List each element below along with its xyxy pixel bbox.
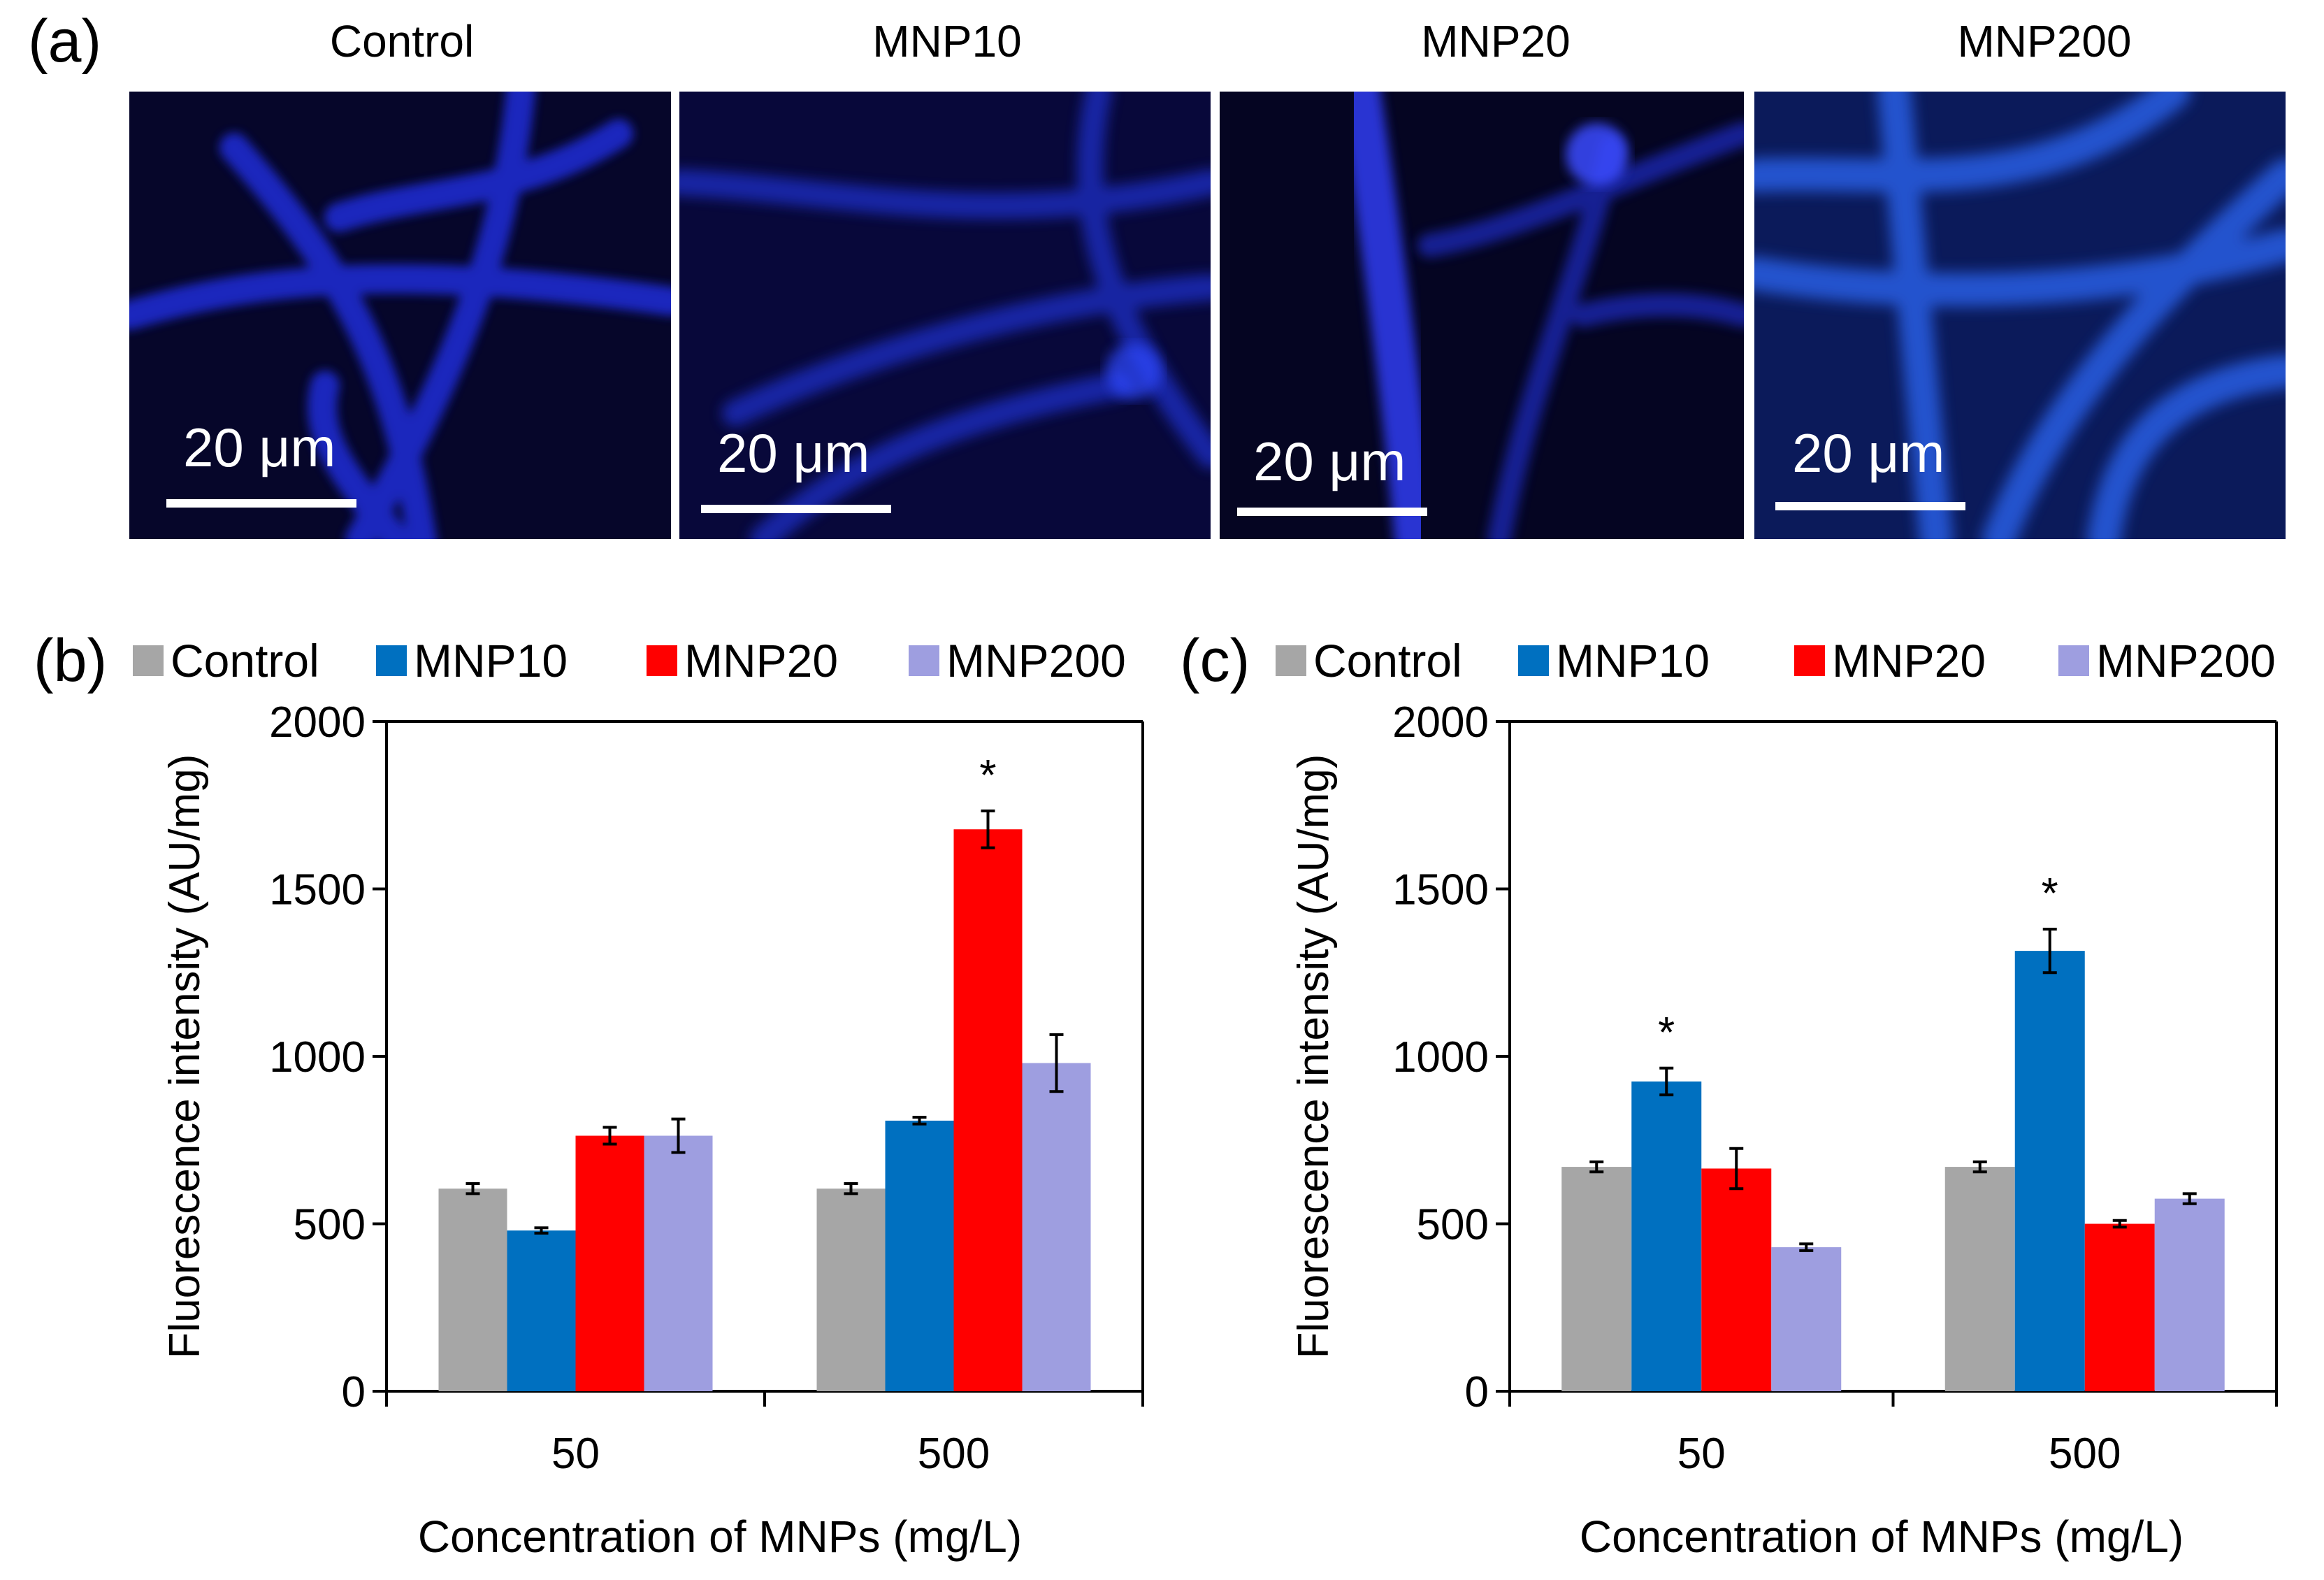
x-axis-label: Concentration of MNPs (mg/L) [1580, 1511, 2184, 1562]
legend-c-label: MNP20 [1832, 635, 1986, 687]
legend-b: Control MNP10 MNP20 MNP200 [0, 629, 1160, 692]
y-tick-label: 0 [342, 1368, 366, 1416]
chart-b: 0 500 1000 1500 2000 50 500 * Concentration of M… [161, 699, 1144, 1562]
legend-c-swatch-mnp20 [1794, 645, 1825, 676]
micrograph-mnp10 [679, 92, 1211, 539]
y-tick-label: 1000 [269, 1033, 366, 1082]
legend-c-swatch-mnp10 [1518, 645, 1549, 676]
legend-c: Control MNP10 MNP20 MNP200 [0, 629, 2324, 692]
x-tick-label: 50 [551, 1430, 600, 1478]
scale-bar-mnp200 [1775, 502, 1965, 510]
legend-b-label: MNP200 [946, 635, 1126, 687]
x-axis-label: Concentration of MNPs (mg/L) [418, 1511, 1022, 1562]
legend-b-swatch-mnp10 [376, 645, 407, 676]
scale-bar-label-mnp200: 20 μm [1792, 422, 1945, 484]
scale-bar-control [166, 499, 356, 508]
bar-mnp200-500 [1022, 1063, 1091, 1391]
panel-c-label: (c) [1180, 627, 1250, 694]
scale-bar-label-control: 20 μm [183, 417, 336, 478]
scale-bar-mnp10 [701, 505, 891, 513]
chart-c: 0 500 1000 1500 2000 50 * 500 * Concentration of … [1290, 699, 2278, 1562]
y-tick-label: 1500 [269, 866, 366, 914]
scale-bar-label-mnp20: 20 μm [1253, 431, 1406, 492]
image-title-mnp200: MNP200 [1957, 16, 2132, 66]
legend-c-swatch-control [1276, 645, 1306, 676]
legend-c-control: Control [1276, 629, 1462, 692]
scale-bar-label-mnp10: 20 μm [717, 422, 870, 484]
legend-c-label: MNP10 [1556, 635, 1710, 687]
legend-b-label: MNP10 [414, 635, 568, 687]
legend-c-mnp20: MNP20 [1794, 629, 1986, 692]
x-tick-label: 500 [2049, 1430, 2121, 1478]
y-tick-label: 2000 [1392, 699, 1489, 747]
image-title-control: Control [329, 16, 475, 66]
legend-c-label: MNP200 [2096, 635, 2276, 687]
micrograph-mnp20 [1220, 92, 1744, 539]
y-tick-label: 2000 [269, 699, 366, 747]
legend-b-label: Control [171, 635, 319, 687]
y-tick-label: 1500 [1392, 866, 1489, 914]
bar-control-50 [1561, 1167, 1632, 1391]
bar-mnp10-50 [507, 1230, 576, 1391]
bar-control-500 [816, 1188, 886, 1391]
legend-b-swatch-control [133, 645, 164, 676]
panel-b-label: (b) [34, 627, 108, 694]
x-tick-label: 50 [1677, 1430, 1726, 1478]
image-title-mnp10: MNP10 [872, 16, 1022, 66]
bar-mnp20-50 [1701, 1168, 1772, 1391]
legend-b-swatch-mnp20 [647, 645, 677, 676]
bar-mnp200-50 [1771, 1247, 1842, 1391]
significance-marker: * [1658, 1009, 1675, 1057]
image-title-mnp20: MNP20 [1421, 16, 1571, 66]
legend-c-swatch-mnp200 [2058, 645, 2089, 676]
y-axis-label: Fluorescence intensity (AU/mg) [161, 754, 209, 1359]
bar-mnp200-50 [644, 1135, 713, 1391]
y-tick-label: 0 [1465, 1368, 1489, 1416]
bar-control-50 [438, 1188, 507, 1391]
legend-b-mnp200: MNP200 [909, 629, 1126, 692]
significance-marker: * [979, 752, 996, 800]
legend-b-control: Control [133, 629, 319, 692]
significance-marker: * [2042, 870, 2058, 918]
bar-mnp10-500 [885, 1120, 954, 1391]
micrograph-control [129, 92, 671, 539]
micrograph-mnp200 [1754, 92, 2286, 539]
bar-mnp10-50 [1631, 1081, 1702, 1391]
y-axis-label: Fluorescence intensity (AU/mg) [1290, 754, 1338, 1359]
bar-mnp20-500 [2084, 1223, 2155, 1391]
legend-b-label: MNP20 [684, 635, 839, 687]
bar-mnp20-50 [575, 1135, 644, 1391]
bar-mnp10-500 [2014, 951, 2085, 1391]
legend-c-mnp10: MNP10 [1518, 629, 1710, 692]
y-tick-label: 500 [1417, 1201, 1489, 1249]
legend-c-mnp200: MNP200 [2058, 629, 2276, 692]
x-tick-label: 500 [918, 1430, 990, 1478]
panel-a-label: (a) [28, 8, 102, 75]
bar-mnp20-500 [953, 829, 1023, 1391]
scale-bar-mnp20 [1237, 508, 1427, 516]
legend-b-mnp10: MNP10 [376, 629, 568, 692]
legend-b-swatch-mnp200 [909, 645, 939, 676]
bar-control-500 [1944, 1167, 2015, 1391]
y-tick-label: 1000 [1392, 1033, 1489, 1082]
y-tick-label: 500 [294, 1201, 366, 1249]
legend-b-mnp20: MNP20 [647, 629, 838, 692]
bar-mnp200-500 [2154, 1198, 2225, 1391]
legend-c-label: Control [1313, 635, 1462, 687]
